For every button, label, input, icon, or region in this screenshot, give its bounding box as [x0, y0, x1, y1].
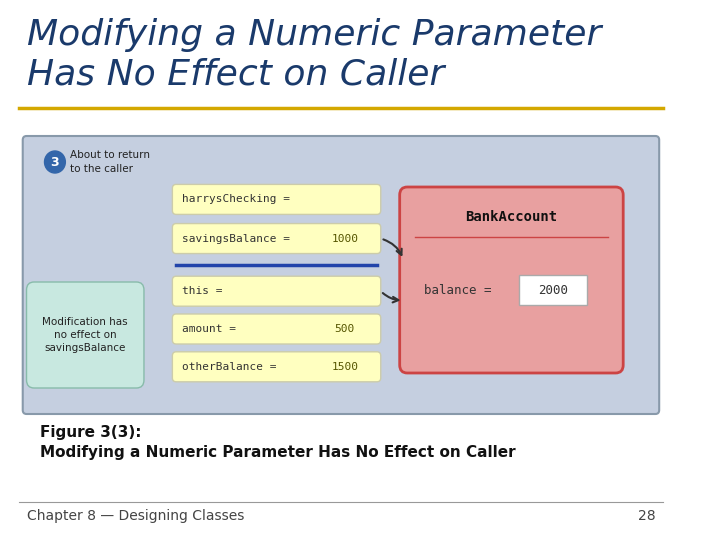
FancyBboxPatch shape: [172, 314, 381, 344]
Circle shape: [45, 151, 66, 173]
FancyBboxPatch shape: [172, 184, 381, 214]
FancyBboxPatch shape: [172, 224, 381, 254]
Text: 2000: 2000: [538, 284, 568, 296]
Text: 1000: 1000: [331, 233, 359, 244]
FancyBboxPatch shape: [172, 276, 381, 306]
Text: 3: 3: [50, 156, 59, 168]
Text: balance =: balance =: [424, 284, 492, 296]
Text: BankAccount: BankAccount: [465, 210, 557, 224]
FancyBboxPatch shape: [23, 136, 660, 414]
FancyBboxPatch shape: [519, 275, 588, 305]
Text: Chapter 8 — Designing Classes: Chapter 8 — Designing Classes: [27, 509, 244, 523]
Text: harrysChecking =: harrysChecking =: [182, 194, 290, 205]
Text: savingsBalance =: savingsBalance =: [182, 233, 290, 244]
FancyBboxPatch shape: [27, 282, 144, 388]
Text: Modification has
no effect on
savingsBalance: Modification has no effect on savingsBal…: [42, 317, 128, 353]
FancyBboxPatch shape: [172, 352, 381, 382]
Text: 1500: 1500: [331, 362, 359, 372]
Text: otherBalance =: otherBalance =: [182, 362, 276, 372]
Text: Modifying a Numeric Parameter
Has No Effect on Caller: Modifying a Numeric Parameter Has No Eff…: [27, 18, 601, 91]
FancyBboxPatch shape: [400, 187, 624, 373]
Text: this =: this =: [182, 286, 222, 296]
Text: 28: 28: [638, 509, 655, 523]
Text: Modifying a Numeric Parameter Has No Effect on Caller: Modifying a Numeric Parameter Has No Eff…: [40, 445, 516, 460]
Text: amount =: amount =: [182, 324, 236, 334]
Text: Figure 3(3):: Figure 3(3):: [40, 425, 141, 440]
Text: About to return
to the caller: About to return to the caller: [70, 151, 150, 173]
Text: 500: 500: [335, 324, 355, 334]
